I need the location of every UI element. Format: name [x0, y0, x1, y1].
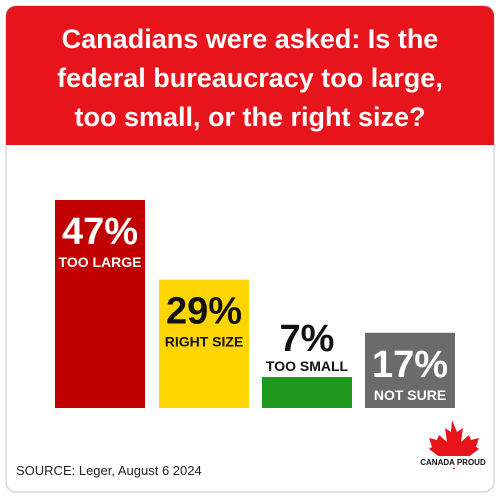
source: SOURCE: Leger, August 6 2024 — [16, 463, 202, 478]
header — [6, 6, 494, 145]
category-label: TOO LARGE — [59, 254, 142, 270]
category-label: NOT SURE — [374, 387, 446, 403]
logo-band — [423, 456, 483, 468]
category-label: RIGHT SIZE — [165, 334, 244, 350]
chart-title: too small, or the right size? — [74, 102, 425, 132]
chart-title: federal bureaucracy too large, — [57, 63, 443, 93]
value-label: 17% — [372, 344, 448, 386]
chart-title: Canadians were asked: Is the — [62, 24, 439, 54]
bar — [159, 279, 249, 408]
category-label: TOO SMALL — [266, 358, 349, 374]
bar — [55, 200, 145, 408]
value-label: 29% — [166, 291, 242, 333]
bar — [365, 332, 455, 408]
value-label: 47% — [62, 211, 138, 253]
logo-text: CANADA PROUD — [420, 458, 486, 467]
value-label: 7% — [280, 318, 335, 360]
bar — [262, 377, 352, 408]
